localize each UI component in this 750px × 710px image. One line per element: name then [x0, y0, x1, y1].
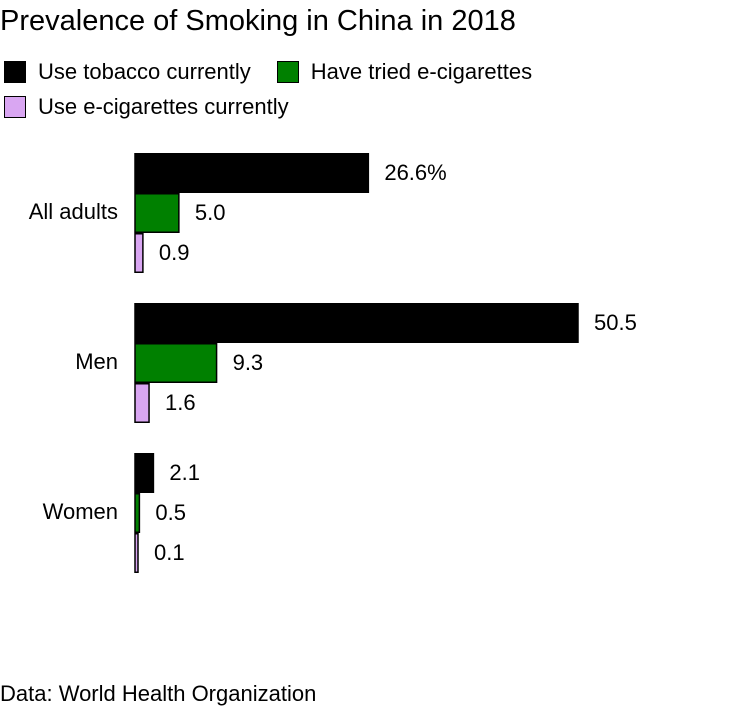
bar-tried-ecig: [134, 493, 141, 533]
bar-use-ecig: [134, 383, 150, 423]
bar-chart: All adults 26.6% 5.00.9 Men 50.5 9.3 1.6 Women 2…: [29, 153, 637, 573]
legend-swatch-tried-ecig: [276, 60, 299, 83]
data-label: 2.1: [169, 460, 200, 485]
legend-row: Use tobacco currently Have tried e-cigar…: [4, 54, 704, 89]
legend: Use tobacco currently Have tried e-cigar…: [4, 54, 704, 124]
data-label: 50.5: [594, 310, 637, 335]
source-note: Data: World Health Organization: [0, 681, 317, 706]
legend-item-use-tobacco: Use tobacco currently: [4, 59, 251, 85]
data-label: 5.0: [195, 200, 226, 225]
bar-use-ecig: [134, 533, 139, 573]
data-label: 26.6%: [384, 160, 446, 185]
chart-title: Prevalence of Smoking in China in 2018: [0, 5, 516, 37]
data-label: 0.9: [159, 240, 190, 265]
bar-use-tobacco: [134, 453, 155, 493]
data-label: 1.6: [165, 390, 196, 415]
bar-use-ecig: [134, 233, 144, 273]
legend-item-use-ecig: Use e-cigarettes currently: [4, 94, 289, 120]
legend-label-use-ecig: Use e-cigarettes currently: [38, 93, 289, 119]
category-label: Women: [43, 499, 118, 524]
data-label: 0.1: [154, 540, 185, 565]
legend-item-tried-ecig: Have tried e-cigarettes: [276, 58, 533, 85]
bar-use-tobacco: [134, 303, 579, 343]
category-label: All adults: [29, 199, 118, 224]
data-label: 9.3: [233, 350, 264, 375]
bar-tried-ecig: [134, 343, 218, 383]
category-label: Men: [75, 349, 118, 374]
legend-row: Use e-cigarettes currently: [4, 89, 704, 124]
legend-label-use-tobacco: Use tobacco currently: [38, 58, 251, 84]
legend-swatch-use-tobacco: [4, 60, 26, 83]
bar-use-tobacco: [134, 153, 370, 193]
legend-swatch-use-ecig: [4, 95, 26, 118]
legend-label-tried-ecig: Have tried e-cigarettes: [310, 58, 533, 84]
data-label: 0.5: [155, 500, 186, 525]
bar-tried-ecig: [134, 193, 180, 233]
